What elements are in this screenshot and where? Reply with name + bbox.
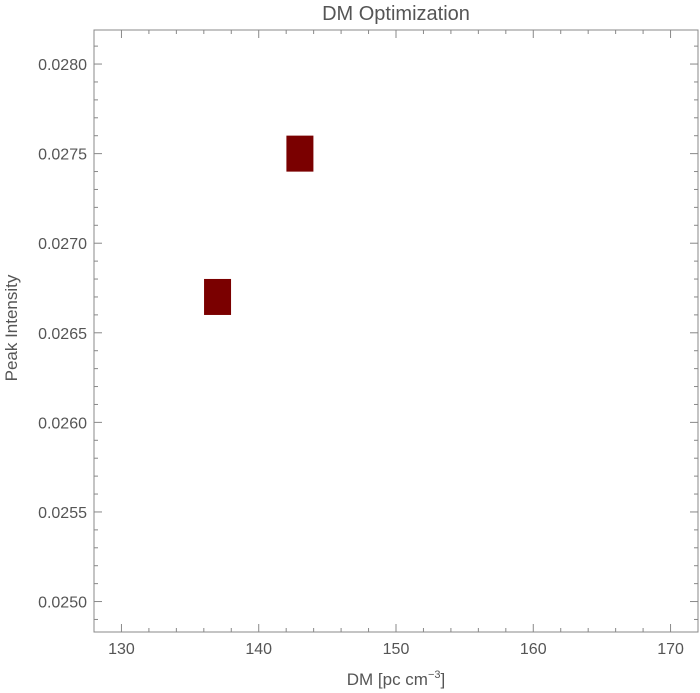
y-tick-label: 0.0260 [38,415,87,432]
x-axis: 130 140 150 160 170 [93,30,699,658]
y-tick-label: 0.0270 [38,236,87,253]
chart-title: DM Optimization [322,3,470,25]
data-point-marker [204,278,232,315]
y-tick-label: 0.0250 [38,595,87,612]
y-axis: 0.0250 0.0255 0.0260 0.0265 0.0270 0.0275 0.02… [38,45,698,620]
x-axis-label-exponent: −3 [428,669,441,681]
x-tick-label: 140 [245,641,272,658]
y-tick-label: 0.0280 [38,57,87,74]
y-axis-label: Peak Intensity [2,274,21,381]
x-axis-label-main: DM [pc cm [347,670,428,689]
data-point-marker [286,135,314,172]
y-tick-label: 0.0275 [38,147,87,164]
x-tick-label: 130 [108,641,135,658]
x-tick-label: 160 [520,641,547,658]
data-points [204,135,314,315]
x-axis-label: DM [pc cm−3] [347,669,446,689]
x-tick-label: 170 [657,641,684,658]
plot-frame [93,29,699,633]
x-axis-label-close: ] [441,670,446,689]
y-tick-label: 0.0255 [38,505,87,522]
y-tick-label: 0.0265 [38,326,87,343]
x-tick-label: 150 [383,641,410,658]
